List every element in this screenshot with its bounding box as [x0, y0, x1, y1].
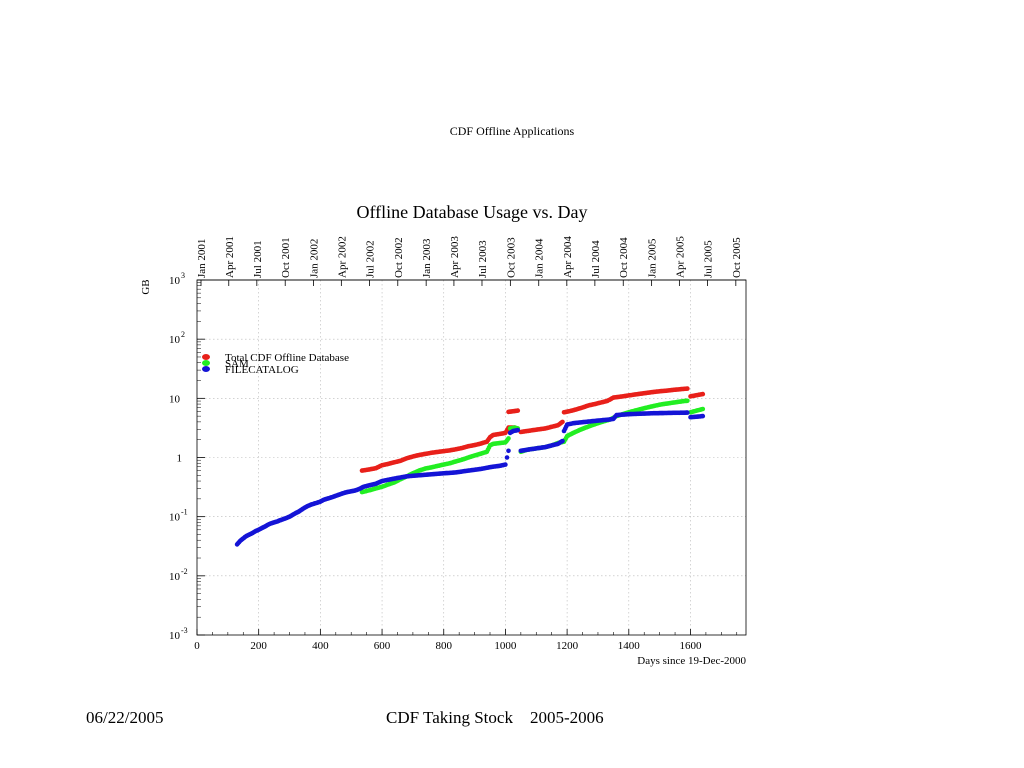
top-date-label: Oct 2005 [731, 237, 743, 278]
legend-marker [202, 354, 210, 360]
legend-label: Total CDF Offline Database [225, 352, 349, 364]
y-tick-exponent: -3 [181, 626, 188, 635]
x-tick-label: 200 [250, 640, 267, 652]
top-date-label: Jan 2004 [534, 238, 546, 278]
data-point [685, 386, 690, 391]
y-tick-label: 10 [169, 334, 181, 346]
chart-title: Offline Database Usage vs. Day [356, 202, 587, 222]
y-tick-exponent: 2 [181, 330, 185, 339]
x-tick-label: 1400 [618, 640, 641, 652]
top-date-label: Jul 2004 [590, 240, 602, 278]
footer-title: CDF Taking Stock 2005-2006 [386, 708, 604, 727]
data-point [700, 391, 706, 397]
top-date-label: Jul 2001 [252, 240, 264, 278]
x-axis-label: Days since 19-Dec-2000 [637, 655, 746, 667]
top-date-label: Jan 2005 [647, 238, 659, 278]
top-date-label: Apr 2003 [449, 236, 461, 278]
y-tick-exponent: -1 [181, 508, 188, 517]
y-tick-label: 10 [169, 571, 181, 583]
y-tick-exponent: 3 [181, 271, 185, 280]
data-point [506, 436, 511, 441]
x-tick-label: 800 [435, 640, 452, 652]
y-tick-label: 1 [177, 453, 183, 465]
top-date-label: Oct 2002 [393, 237, 405, 278]
top-date-label: Oct 2004 [618, 237, 630, 278]
data-point [515, 408, 521, 413]
top-date-label: Apr 2005 [674, 236, 686, 278]
y-axis-label: GB [140, 279, 152, 294]
y-tick-label: 10 [169, 275, 181, 287]
top-date-label: Oct 2003 [505, 237, 517, 278]
legend-marker [202, 360, 210, 366]
slide-header: CDF Offline Applications [449, 124, 575, 138]
legend-label: FILECATALOG [225, 364, 299, 376]
data-point [700, 413, 706, 419]
y-tick-exponent: -2 [181, 567, 188, 576]
data-point [515, 427, 521, 433]
legend-marker [202, 366, 210, 372]
x-tick-label: 400 [312, 640, 329, 652]
top-date-label: Apr 2002 [336, 236, 348, 278]
top-date-label: Jul 2005 [702, 240, 714, 278]
data-point [685, 398, 690, 404]
x-tick-label: 1200 [556, 640, 579, 652]
y-tick-label: 10 [169, 630, 181, 642]
data-point [700, 406, 706, 412]
x-tick-label: 0 [194, 640, 200, 652]
data-points [234, 386, 706, 547]
data-point [560, 438, 565, 444]
top-date-label: Jul 2002 [364, 240, 376, 278]
footer-date: 06/22/2005 [86, 708, 164, 727]
legend-label: SAM [225, 358, 249, 370]
y-tick-label: 10 [169, 512, 181, 524]
top-date-label: Apr 2001 [224, 236, 236, 278]
top-date-label: Jul 2003 [477, 240, 489, 278]
x-tick-label: 600 [374, 640, 391, 652]
data-point [504, 455, 510, 460]
x-axis: 0 200 400 600 800 1000 1200 1400 1600 [194, 629, 738, 652]
y-tick-label: 10 [169, 393, 181, 405]
data-point [506, 448, 511, 454]
top-date-label: Jan 2002 [309, 239, 321, 278]
data-point [560, 419, 565, 425]
top-date-label: Apr 2004 [562, 236, 574, 278]
data-point [685, 410, 690, 415]
top-date-label: Jan 2001 [196, 239, 208, 278]
top-date-label: Jan 2003 [421, 238, 433, 278]
top-date-axis: Jan 2001 Apr 2001 Jul 2001 Oct 2001 Jan 2002… [196, 236, 746, 286]
x-tick-label: 1000 [494, 640, 517, 652]
data-point [503, 462, 508, 467]
top-date-label: Oct 2001 [280, 237, 292, 278]
x-tick-label: 1600 [679, 640, 702, 652]
